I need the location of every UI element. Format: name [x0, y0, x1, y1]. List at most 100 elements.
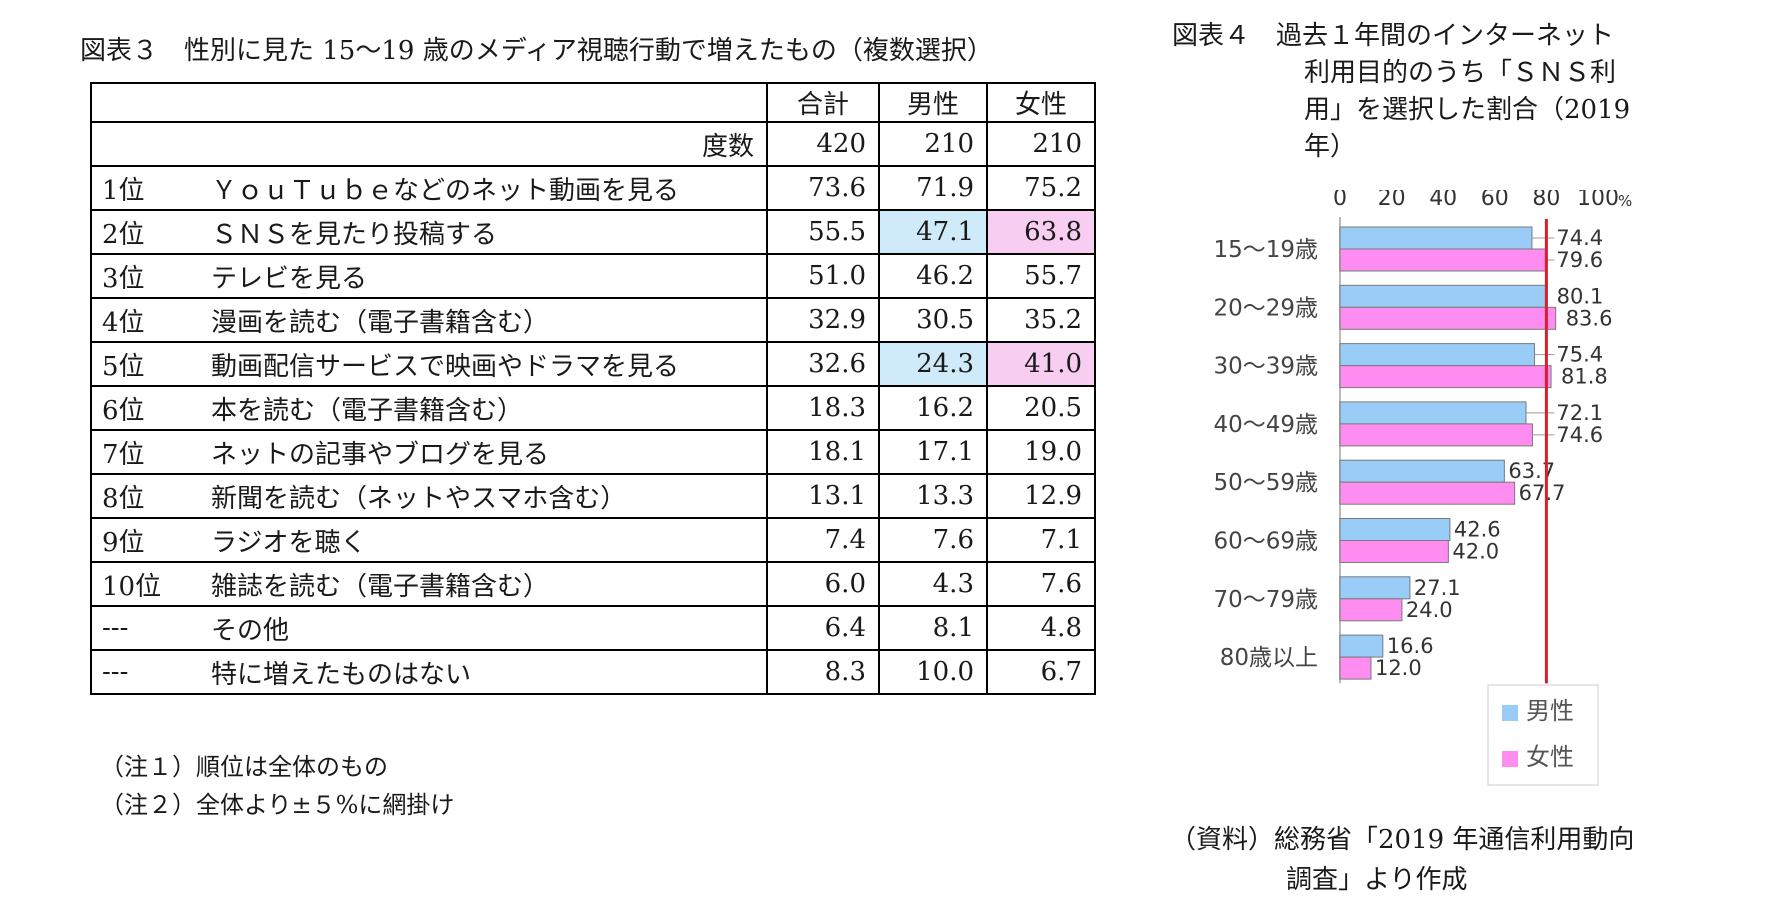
figure4-title: 図表４ 過去１年間のインターネット 利用目的のうち「ＳＮＳ利 用」を選択した割合… [1172, 18, 1702, 166]
table-row: 2位 ＳＮＳを見たり投稿する 55.5 47.1 63.8 [90, 209, 1096, 255]
data-label: 79.6 [1556, 248, 1603, 272]
item-cell: ネットの記事やブログを見る [201, 429, 768, 475]
x-unit-label: % [1618, 192, 1632, 210]
header-total: 合計 [766, 82, 880, 123]
female-value: 19.0 [986, 429, 1096, 475]
item-cell: 雑誌を読む（電子書籍含む） [201, 561, 768, 607]
item-cell: ラジオを聴く [201, 517, 768, 563]
category-label: 20～29歳 [1213, 295, 1318, 321]
rank-cell: 9位 [90, 517, 201, 563]
count-row: 度数 420 210 210 [90, 121, 1096, 167]
table-row: 3位 テレビを見る 51.0 46.2 55.7 [90, 253, 1096, 299]
male-value: 17.1 [878, 429, 988, 475]
table-row: --- その他 6.4 8.1 4.8 [90, 605, 1096, 651]
media-behavior-table: 合計 男性 女性 度数 420 210 210 1位 ＹｏｕＴｕｂｅなどのネット動… [90, 82, 1096, 695]
data-label: 42.0 [1452, 540, 1499, 564]
table-row: 5位 動画配信サービスで映画やドラマを見る 32.6 24.3 41.0 [90, 341, 1096, 387]
male-bar [1339, 284, 1548, 308]
female-value: 6.7 [986, 649, 1096, 695]
table-row: 8位 新聞を読む（ネットやスマホ含む） 13.1 13.3 12.9 [90, 473, 1096, 519]
x-tick-label: 100 [1577, 190, 1619, 211]
male-bar [1339, 459, 1505, 483]
note-1: （注１）順位は全体のもの [100, 753, 388, 781]
male-value: 10.0 [878, 649, 988, 695]
table-row: 10位 雑誌を読む（電子書籍含む） 6.0 4.3 7.6 [90, 561, 1096, 607]
figure4-title-line2: 利用目的のうち「ＳＮＳ利 [1304, 58, 1617, 88]
male-value: 13.3 [878, 473, 988, 519]
data-label: 67.7 [1519, 481, 1566, 505]
female-value: 20.5 [986, 385, 1096, 431]
data-label: 75.4 [1556, 343, 1603, 367]
female-bar [1339, 598, 1403, 622]
figure4-title-line4: 年） [1304, 132, 1357, 162]
total-value: 8.3 [766, 649, 880, 695]
total-value: 6.0 [766, 561, 880, 607]
source-line2: 調査」より作成 [1286, 865, 1468, 895]
legend-swatch [1502, 751, 1518, 767]
male-value: 24.3 [878, 341, 988, 387]
female-bar [1339, 306, 1557, 330]
data-label: 83.6 [1566, 306, 1613, 330]
category-label: 40～49歳 [1213, 412, 1318, 438]
male-value: 47.1 [878, 209, 988, 255]
header-female: 女性 [986, 82, 1096, 123]
note-2: （注２）全体より±５%に網掛け [100, 791, 455, 819]
female-value: 41.0 [986, 341, 1096, 387]
total-value: 55.5 [766, 209, 880, 255]
count-label: 度数 [90, 121, 768, 167]
data-label: 74.6 [1556, 423, 1603, 447]
total-value: 18.1 [766, 429, 880, 475]
rank-cell: --- [90, 649, 201, 695]
male-value: 30.5 [878, 297, 988, 343]
total-value: 51.0 [766, 253, 880, 299]
male-bar [1339, 226, 1533, 250]
female-bar [1339, 540, 1449, 563]
rank-cell: 2位 [90, 209, 201, 255]
x-tick-label: 0 [1333, 190, 1347, 211]
male-value: 46.2 [878, 253, 988, 299]
female-value: 12.9 [986, 473, 1096, 519]
rank-cell: 7位 [90, 429, 201, 475]
data-label: 12.0 [1375, 656, 1422, 680]
female-value: 7.1 [986, 517, 1096, 563]
table-row: 7位 ネットの記事やブログを見る 18.1 17.1 19.0 [90, 429, 1096, 475]
female-value: 63.8 [986, 209, 1096, 255]
item-cell: 動画配信サービスで映画やドラマを見る [201, 341, 768, 387]
table-notes: （注１）順位は全体のもの （注２）全体より±５%に網掛け [100, 748, 454, 824]
x-tick-label: 60 [1481, 190, 1509, 211]
header-male: 男性 [878, 82, 988, 123]
data-label: 24.0 [1406, 598, 1453, 622]
legend-label: 女性 [1526, 743, 1574, 771]
rank-cell: 3位 [90, 253, 201, 299]
figure4-title-line1: 図表４ 過去１年間のインターネット [1172, 21, 1615, 51]
count-female: 210 [986, 121, 1096, 167]
item-cell: 漫画を読む（電子書籍含む） [201, 297, 768, 343]
total-value: 18.3 [766, 385, 880, 431]
female-value: 7.6 [986, 561, 1096, 607]
header-empty-cell [90, 82, 768, 123]
x-tick-label: 80 [1532, 190, 1560, 211]
female-bar [1339, 365, 1552, 389]
female-value: 4.8 [986, 605, 1096, 651]
data-label: 72.1 [1556, 401, 1603, 425]
male-value: 4.3 [878, 561, 988, 607]
male-value: 7.6 [878, 517, 988, 563]
male-bar [1339, 634, 1384, 658]
total-value: 7.4 [766, 517, 880, 563]
male-bar [1339, 401, 1527, 425]
item-cell: ＹｏｕＴｕｂｅなどのネット動画を見る [201, 165, 768, 211]
x-tick-label: 20 [1378, 190, 1406, 211]
male-bar [1339, 343, 1536, 367]
figure4-source: （資料）総務省「2019 年通信利用動向 調査」より作成 [1170, 820, 1634, 900]
female-value: 55.7 [986, 253, 1096, 299]
total-value: 32.6 [766, 341, 880, 387]
data-label: 16.6 [1387, 634, 1434, 658]
table-row: 9位 ラジオを聴く 7.4 7.6 7.1 [90, 517, 1096, 563]
category-label: 15～19歳 [1213, 237, 1318, 263]
rank-cell: --- [90, 605, 201, 651]
table-row: 6位 本を読む（電子書籍含む） 18.3 16.2 20.5 [90, 385, 1096, 431]
female-bar [1339, 248, 1546, 272]
category-label: 50～59歳 [1213, 470, 1318, 496]
female-value: 35.2 [986, 297, 1096, 343]
count-male: 210 [878, 121, 988, 167]
